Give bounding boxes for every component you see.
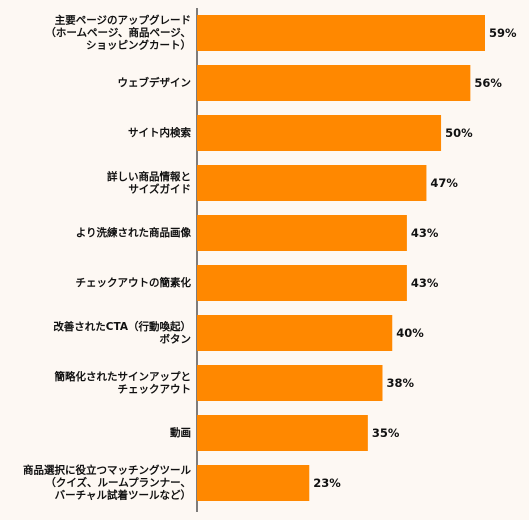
category-label: 詳しい商品情報とサイズガイド xyxy=(107,170,191,196)
bar xyxy=(197,265,407,301)
value-label: 50% xyxy=(445,126,473,140)
bar xyxy=(197,15,485,51)
category-label: サイト内検索 xyxy=(128,126,191,139)
bars-layer xyxy=(197,15,485,501)
category-label: ウェブデザイン xyxy=(118,76,192,89)
bar xyxy=(197,215,407,251)
bar xyxy=(197,165,427,201)
bar xyxy=(197,65,471,101)
bar xyxy=(197,315,393,351)
category-label: 商品選択に役立つマッチングツール（クイズ、ルームプランナー、バーチャル試着ツール… xyxy=(23,464,191,502)
category-label: チェックアウトの簡素化 xyxy=(76,276,192,289)
bar xyxy=(197,465,310,501)
value-label: 35% xyxy=(372,426,400,440)
value-label: 47% xyxy=(430,176,458,190)
category-label: 簡略化されたサインアップとチェックアウト xyxy=(54,370,192,396)
value-label: 59% xyxy=(489,26,517,40)
category-label: 改善されたCTA（行動喚起）ボタン xyxy=(53,320,191,346)
bar xyxy=(197,365,383,401)
category-label: 主要ページのアップグレード（ホームページ、商品ページ、ショッピングカート） xyxy=(45,14,191,52)
bar xyxy=(197,415,368,451)
category-label: より洗練された商品画像 xyxy=(76,226,192,239)
value-label: 38% xyxy=(386,376,414,390)
value-label: 43% xyxy=(411,276,439,290)
value-label: 56% xyxy=(474,76,502,90)
value-label: 23% xyxy=(313,476,341,490)
value-labels-layer: 59% 56% 50% 47% 43% 43% 40% 38% 35% 23% xyxy=(313,26,517,490)
bar xyxy=(197,115,442,151)
category-label: 動画 xyxy=(170,426,191,439)
value-label: 40% xyxy=(396,326,424,340)
value-label: 43% xyxy=(411,226,439,240)
category-labels-layer: 主要ページのアップグレード（ホームページ、商品ページ、ショッピングカート） ウェブ… xyxy=(23,14,191,502)
